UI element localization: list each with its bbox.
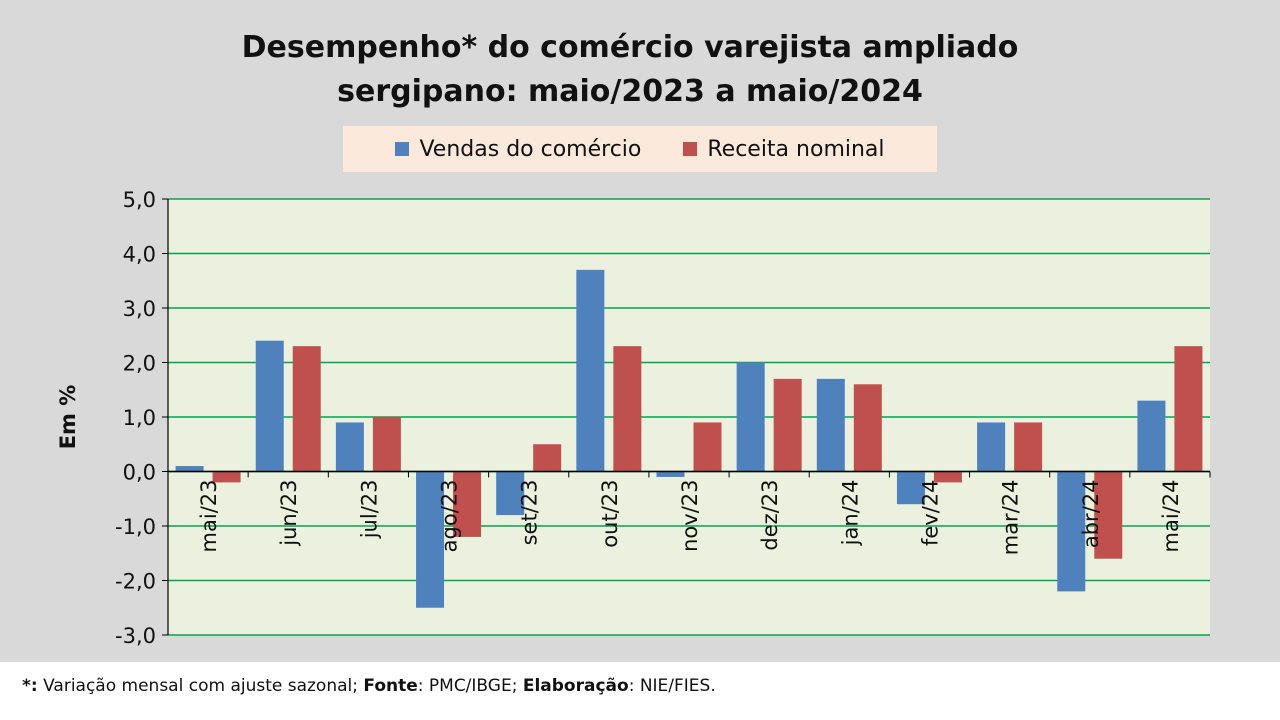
bar-receita-jun-23 (292, 346, 321, 472)
bar-receita-ago-23 (453, 471, 482, 537)
bar-receita-mar-24 (1014, 422, 1043, 472)
x-tick-label: ago/23 (438, 480, 462, 553)
bar-vendas-ago-23 (416, 471, 445, 608)
footnote: *: Variação mensal com ajuste sazonal; F… (0, 662, 1280, 720)
footnote-fonte-text: : PMC/IBGE; (417, 676, 523, 696)
bar-vendas-dez-23 (736, 362, 765, 472)
chart-title-line-2: sergipano: maio/2023 a maio/2024 (337, 74, 923, 109)
bar-receita-jan-24 (853, 384, 882, 472)
footnote-fonte-label: Fonte (363, 676, 418, 696)
footnote-star-text: Variação mensal com ajuste sazonal; (37, 676, 364, 696)
bar-receita-dez-23 (773, 378, 802, 472)
y-tick-label: 5,0 (123, 188, 156, 212)
bar-receita-out-23 (613, 346, 642, 472)
footnote-star: *: (22, 676, 38, 696)
x-tick-label: jul/23 (357, 480, 381, 540)
bar-vendas-mai-23 (175, 466, 204, 472)
bar-vendas-abr-24 (1057, 471, 1086, 592)
y-tick-label: -2,0 (115, 570, 156, 594)
bar-receita-jul-23 (372, 417, 401, 472)
bar-vendas-jan-24 (816, 378, 845, 472)
x-tick-label: mar/24 (999, 480, 1023, 556)
bar-vendas-jun-23 (255, 340, 284, 472)
bar-vendas-mai-24 (1137, 400, 1166, 472)
bar-vendas-nov-23 (656, 471, 685, 477)
footnote-elab-label: Elaboração (522, 676, 629, 696)
x-tick-label: fev/24 (918, 480, 942, 547)
y-tick-label: 3,0 (123, 297, 156, 321)
x-tick-label: set/23 (518, 480, 542, 546)
bar-receita-mai-23 (212, 471, 241, 483)
legend-swatch-vendas (395, 142, 410, 156)
footnote-elab-text: : NIE/FIES. (628, 676, 716, 696)
chart-legend: Vendas do comércio Receita nominal (343, 126, 937, 172)
x-tick-label: mai/24 (1159, 480, 1183, 553)
x-tick-label: out/23 (598, 480, 622, 548)
y-tick-label: 4,0 (123, 243, 156, 267)
x-tick-label: mai/23 (197, 480, 221, 553)
bar-receita-fev-24 (933, 471, 962, 483)
legend-swatch-receita (683, 142, 698, 156)
legend-label-vendas: Vendas do comércio (419, 136, 642, 162)
x-tick-label: jan/24 (838, 480, 862, 547)
y-tick-label: -1,0 (115, 515, 156, 539)
y-tick-label: 1,0 (123, 406, 156, 430)
y-tick-label: 0,0 (123, 461, 156, 485)
x-tick-label: nov/23 (678, 480, 702, 552)
bar-vendas-jul-23 (335, 422, 364, 472)
footnote-text: *: Variação mensal com ajuste sazonal; F… (22, 676, 716, 696)
chart-title: Desempenho* do comércio varejista amplia… (130, 26, 1130, 114)
legend-label-receita: Receita nominal (707, 136, 885, 162)
bar-receita-set-23 (533, 444, 562, 472)
x-tick-label: dez/23 (758, 480, 782, 551)
legend-item-vendas: Vendas do comércio (395, 137, 641, 162)
bar-receita-mai-24 (1174, 346, 1203, 472)
chart-title-line-1: Desempenho* do comércio varejista amplia… (241, 30, 1019, 65)
bar-receita-abr-24 (1094, 471, 1123, 559)
x-tick-label: abr/24 (1079, 480, 1103, 549)
y-tick-label: -3,0 (115, 624, 156, 648)
x-tick-label: jun/23 (277, 480, 301, 547)
y-tick-label: 2,0 (123, 352, 156, 376)
bar-vendas-set-23 (496, 471, 525, 516)
bar-receita-nov-23 (693, 422, 722, 472)
bar-vendas-mar-24 (977, 422, 1006, 472)
bar-vendas-fev-24 (896, 471, 925, 505)
bar-vendas-out-23 (576, 269, 605, 472)
legend-item-receita: Receita nominal (683, 136, 885, 162)
y-axis-title: Em % (56, 385, 80, 450)
